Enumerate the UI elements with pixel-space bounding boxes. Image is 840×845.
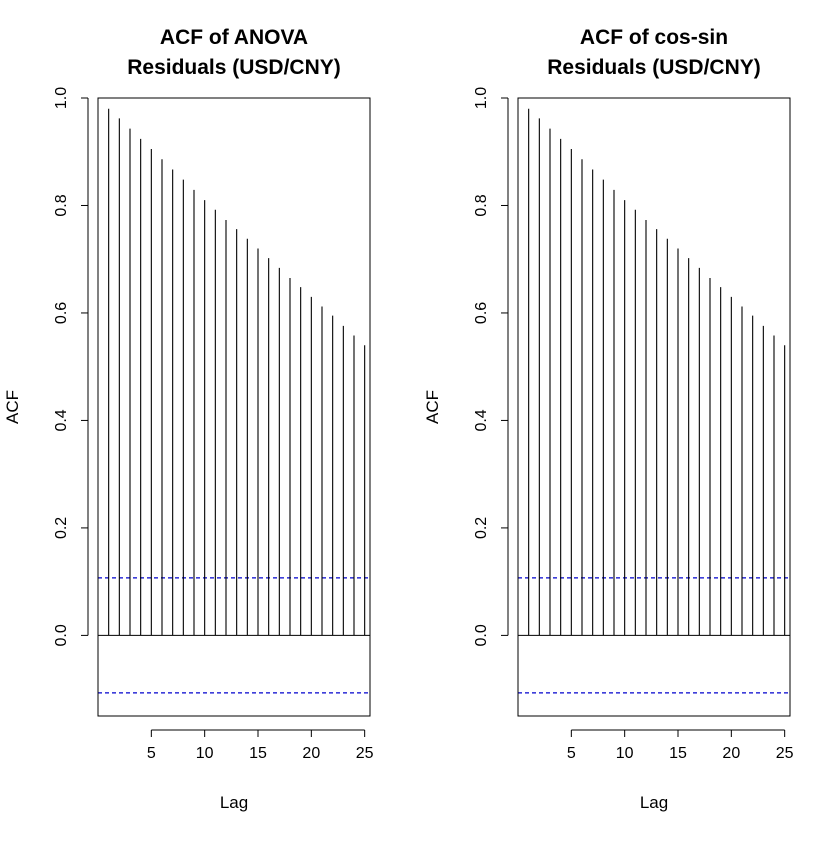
plot-frame bbox=[517, 97, 791, 717]
x-tick-label: 5 bbox=[567, 745, 576, 762]
x-tick-label: 20 bbox=[302, 745, 320, 762]
chart-title-line-2: Residuals (USD/CNY) bbox=[127, 56, 341, 79]
y-tick-label: 0.6 bbox=[473, 302, 490, 324]
y-tick-label: 0.4 bbox=[53, 409, 70, 431]
chart-title-line-2: Residuals (USD/CNY) bbox=[547, 56, 761, 79]
x-tick-label: 5 bbox=[147, 745, 156, 762]
x-tick-label: 20 bbox=[722, 745, 740, 762]
x-tick-label: 10 bbox=[196, 745, 214, 762]
chart-title-line-1: ACF of ANOVA bbox=[160, 26, 308, 49]
y-tick-label: 1.0 bbox=[53, 87, 70, 109]
y-tick-label: 0.2 bbox=[473, 517, 490, 539]
y-tick-label: 0.0 bbox=[473, 624, 490, 646]
acf-panel-1: 5 10 15 20 25 0.0 0.2 0.4 0.6 0.8 1.0 Lag ACF ACF of … bbox=[3, 26, 374, 812]
x-tick-label: 15 bbox=[249, 745, 267, 762]
acf-panel-2: 5 10 15 20 25 0.0 0.2 0.4 0.6 0.8 1.0 Lag ACF ACF of … bbox=[423, 26, 794, 812]
y-tick-label: 1.0 bbox=[473, 87, 490, 109]
y-tick-label: 0.0 bbox=[53, 624, 70, 646]
y-tick-label: 0.8 bbox=[473, 194, 490, 216]
chart-title-line-1: ACF of cos-sin bbox=[580, 26, 728, 49]
x-tick-label: 10 bbox=[616, 745, 634, 762]
y-tick-label: 0.4 bbox=[473, 409, 490, 431]
x-tick-label: 25 bbox=[356, 745, 374, 762]
y-tick-label: 0.6 bbox=[53, 302, 70, 324]
y-axis-title: ACF bbox=[3, 390, 22, 424]
y-axis-title: ACF bbox=[423, 390, 442, 424]
x-tick-label: 25 bbox=[776, 745, 794, 762]
x-tick-label: 15 bbox=[669, 745, 687, 762]
x-axis-title: Lag bbox=[640, 793, 668, 812]
x-axis-title: Lag bbox=[220, 793, 248, 812]
plot-frame bbox=[97, 97, 371, 717]
y-tick-label: 0.2 bbox=[53, 517, 70, 539]
y-tick-label: 0.8 bbox=[53, 194, 70, 216]
